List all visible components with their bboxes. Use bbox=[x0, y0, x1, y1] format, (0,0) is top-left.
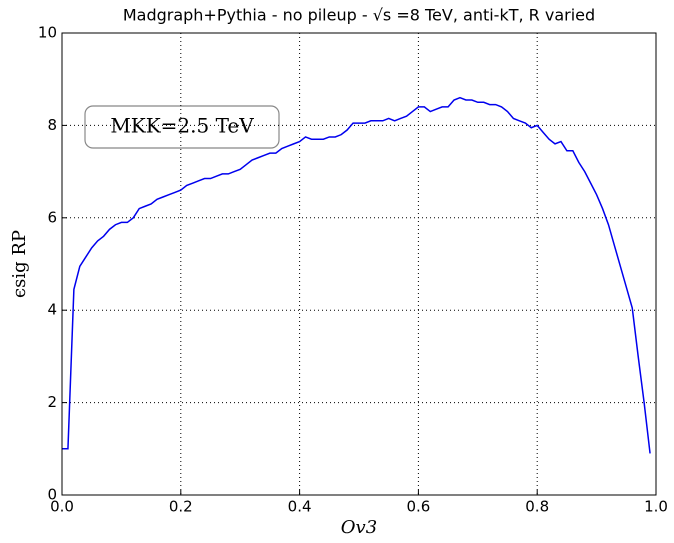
x-tick-label: 1.0 bbox=[644, 498, 668, 516]
y-tick-label: 2 bbox=[47, 393, 57, 411]
x-tick-label: 0.4 bbox=[288, 498, 312, 516]
x-tick-label: 0.8 bbox=[525, 498, 549, 516]
x-tick-label: 0.2 bbox=[169, 498, 193, 516]
y-tick-label: 6 bbox=[47, 208, 57, 226]
x-axis-label: Ov3 bbox=[341, 517, 377, 538]
y-tick-label: 10 bbox=[38, 24, 57, 42]
chart-title: Madgraph+Pythia - no pileup - √s =8 TeV,… bbox=[123, 6, 595, 25]
x-tick-label: 0.0 bbox=[50, 498, 74, 516]
y-axis-label: ϵsig RP bbox=[9, 230, 30, 298]
y-tick-label: 0 bbox=[47, 486, 57, 504]
y-tick-label: 8 bbox=[47, 116, 57, 134]
annotation-box bbox=[84, 105, 280, 149]
data-line bbox=[62, 96, 651, 454]
y-tick-label: 4 bbox=[47, 301, 57, 319]
x-tick-label: 0.6 bbox=[406, 498, 430, 516]
plot-frame bbox=[61, 32, 657, 496]
